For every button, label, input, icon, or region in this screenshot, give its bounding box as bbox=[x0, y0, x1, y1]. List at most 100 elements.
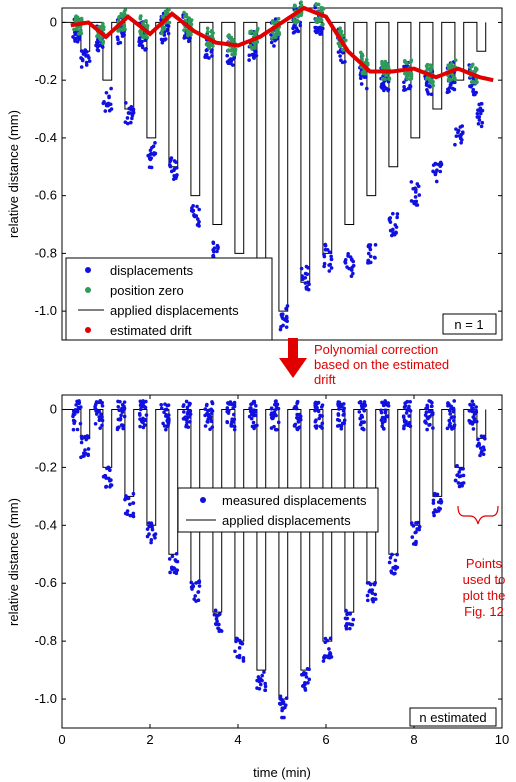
measured-point bbox=[248, 409, 253, 414]
x-tick-label: 0 bbox=[58, 732, 65, 747]
measured-point bbox=[203, 407, 208, 411]
arrow-head-icon bbox=[279, 358, 307, 378]
measured-point bbox=[347, 266, 351, 271]
measured-point bbox=[394, 230, 398, 235]
measured-point bbox=[211, 248, 215, 252]
measured-point bbox=[405, 399, 410, 404]
measured-point bbox=[130, 116, 134, 121]
measured-point bbox=[454, 134, 459, 138]
measured-point bbox=[430, 412, 435, 417]
measured-point bbox=[74, 36, 79, 41]
position-zero-point bbox=[75, 15, 80, 20]
measured-point bbox=[117, 408, 122, 413]
measured-point bbox=[129, 120, 133, 125]
legend-label-applied: applied displacements bbox=[110, 303, 239, 318]
measured-point bbox=[457, 474, 462, 479]
position-zero-point bbox=[122, 24, 126, 29]
measured-point bbox=[225, 53, 229, 58]
position-zero-point bbox=[474, 80, 478, 85]
measured-point bbox=[283, 703, 288, 707]
position-zero-point bbox=[272, 34, 276, 39]
measured-point bbox=[94, 412, 99, 416]
measured-point bbox=[232, 412, 236, 417]
measured-point bbox=[431, 498, 436, 503]
measured-point bbox=[188, 419, 192, 424]
measured-point bbox=[406, 86, 411, 91]
x-tick-label: 6 bbox=[322, 732, 329, 747]
position-zero-point bbox=[270, 20, 275, 25]
measured-point bbox=[119, 413, 123, 418]
position-zero-point bbox=[320, 22, 324, 27]
measured-point bbox=[172, 159, 177, 163]
legend-label-applied-bottom: applied displacements bbox=[222, 513, 351, 528]
measured-point bbox=[339, 426, 344, 431]
measured-point bbox=[417, 524, 422, 529]
measured-point bbox=[293, 422, 298, 427]
measured-point bbox=[360, 402, 364, 407]
measured-point bbox=[413, 541, 417, 545]
measured-point bbox=[449, 404, 453, 409]
measured-point bbox=[408, 424, 413, 429]
measured-point bbox=[475, 111, 480, 116]
position-zero-point bbox=[276, 16, 281, 21]
measured-point bbox=[190, 587, 194, 591]
measured-point bbox=[388, 556, 393, 560]
measured-point bbox=[425, 427, 429, 432]
measured-point bbox=[188, 412, 193, 416]
measured-point bbox=[373, 243, 378, 247]
measured-point bbox=[210, 425, 215, 429]
measured-point bbox=[447, 408, 452, 413]
measured-point bbox=[152, 151, 156, 155]
measured-point bbox=[391, 211, 395, 216]
measured-point bbox=[149, 521, 154, 526]
correction-annotation: Polynomial correction based on the estim… bbox=[279, 338, 449, 387]
measured-point bbox=[159, 403, 164, 407]
measured-point bbox=[423, 419, 427, 423]
measured-point bbox=[427, 409, 432, 414]
position-zero-point bbox=[76, 32, 81, 36]
measured-point bbox=[306, 266, 310, 270]
y-tick-label: -1.0 bbox=[35, 303, 57, 318]
points-text-2: used to bbox=[463, 572, 506, 587]
position-zero-point bbox=[98, 38, 103, 42]
position-zero-point bbox=[119, 11, 124, 16]
measured-point bbox=[189, 580, 194, 585]
measured-point bbox=[472, 419, 477, 424]
measured-point bbox=[149, 151, 153, 156]
measured-point bbox=[106, 476, 111, 481]
measured-point bbox=[148, 157, 153, 162]
position-zero-point bbox=[72, 27, 76, 32]
measured-point bbox=[146, 153, 150, 158]
measured-point bbox=[109, 483, 114, 487]
measured-point bbox=[407, 414, 411, 418]
position-zero-point bbox=[449, 61, 454, 66]
measured-point bbox=[252, 410, 256, 415]
measured-point bbox=[363, 404, 367, 408]
measured-point bbox=[470, 409, 474, 414]
measured-point bbox=[323, 243, 328, 248]
measured-point bbox=[276, 406, 281, 411]
position-zero-point bbox=[296, 14, 300, 19]
measured-point bbox=[320, 426, 324, 430]
measured-point bbox=[87, 59, 92, 63]
measured-point bbox=[479, 449, 484, 454]
measured-point bbox=[211, 253, 216, 258]
measured-point bbox=[458, 467, 463, 471]
legend-marker-position-zero bbox=[85, 287, 91, 293]
measured-point bbox=[383, 419, 387, 424]
position-zero-point bbox=[299, 0, 303, 4]
measured-point bbox=[446, 401, 450, 406]
y-tick-label: -0.8 bbox=[35, 633, 57, 648]
measured-point bbox=[94, 40, 99, 45]
measured-point bbox=[478, 453, 482, 458]
position-zero-point bbox=[101, 22, 105, 26]
position-zero-point bbox=[385, 73, 389, 78]
measured-point bbox=[269, 411, 274, 415]
measured-point bbox=[337, 423, 342, 428]
measured-point bbox=[141, 399, 145, 403]
measured-point bbox=[273, 427, 278, 432]
measured-point bbox=[269, 406, 274, 411]
measured-point bbox=[284, 314, 289, 319]
measured-point bbox=[213, 608, 218, 613]
